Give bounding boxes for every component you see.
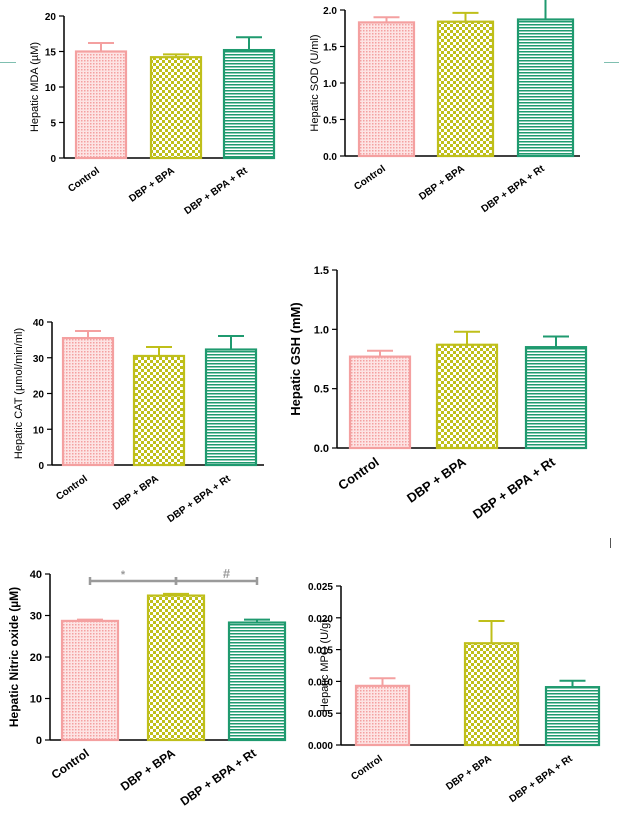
y-tick-label: 0.005 xyxy=(308,709,333,720)
chart-cat: 0 10 20 30 40 Hepatic CAT (µmol/min/ml) Contro… xyxy=(13,318,264,525)
category-label: Control xyxy=(49,746,92,782)
bar-mda-1 xyxy=(149,56,203,160)
category-label: DBP + BPA xyxy=(417,163,466,202)
decorative-line-left xyxy=(0,62,16,63)
y-tick-label: 0.010 xyxy=(308,677,333,688)
y-tick-label: 15 xyxy=(45,48,57,59)
bar-no-0 xyxy=(60,619,120,742)
bar-gsh-2 xyxy=(524,346,588,450)
y-tick-label: 20 xyxy=(30,652,42,664)
category-label: DBP + BPA + Rt xyxy=(178,746,259,809)
y-axis-label: Hepatic MPO (U/g) xyxy=(319,619,331,712)
y-tick-label: 0.0 xyxy=(323,152,337,163)
bar-no-2 xyxy=(227,621,287,742)
bar-sod-2 xyxy=(516,18,575,158)
y-tick-label: 0.020 xyxy=(308,614,333,625)
bar-sod-1 xyxy=(436,20,495,158)
category-label: DBP + BPA xyxy=(444,753,493,792)
decorative-line-right xyxy=(604,62,619,63)
category-label: DBP + BPA + Rt xyxy=(470,454,558,522)
decorative-tick-right xyxy=(610,538,611,548)
y-tick-label: 0.0 xyxy=(314,443,329,455)
y-tick-label: 20 xyxy=(33,390,45,401)
category-label: DBP + BPA xyxy=(118,746,178,794)
chart-mpo: 0.000 0.005 0.010 0.015 0.020 0.025 Hepatic MP… xyxy=(308,582,601,805)
y-tick-label: 1.0 xyxy=(323,79,337,90)
y-tick-label: 1.5 xyxy=(323,43,337,54)
y-tick-label: 20 xyxy=(45,12,57,23)
bar-gsh-0 xyxy=(348,355,412,450)
significance-label: * xyxy=(121,569,126,581)
y-tick-label: 0.5 xyxy=(323,116,337,127)
bar-gsh-1 xyxy=(435,343,499,450)
y-tick-label: 0.000 xyxy=(308,741,333,752)
y-tick-label: 0.025 xyxy=(308,582,333,593)
y-tick-label: 0 xyxy=(36,735,42,747)
category-label: Control xyxy=(335,454,381,493)
y-tick-label: 40 xyxy=(33,318,45,329)
bar-mpo-2 xyxy=(544,686,601,747)
bar-mda-2 xyxy=(222,48,276,160)
y-tick-label: 5 xyxy=(50,119,56,130)
bar-mpo-1 xyxy=(463,642,520,747)
y-axis-label: Hepatic GSH (mM) xyxy=(288,302,303,415)
y-tick-label: 30 xyxy=(30,611,42,623)
category-label: DBP + BPA xyxy=(404,454,469,506)
chart-mda: 0 5 10 15 20 Hepatic MDA (µM) Control DBP + BPA… xyxy=(29,12,276,217)
bar-cat-1 xyxy=(132,354,186,467)
bar-mpo-0 xyxy=(354,684,411,747)
category-label: DBP + BPA xyxy=(111,473,160,512)
y-axis-label: Hepatic MDA (µM) xyxy=(29,42,41,132)
y-tick-label: 40 xyxy=(30,569,42,581)
bar-sod-0 xyxy=(357,21,416,158)
y-axis-label: Hepatic Nitric oxide (µM) xyxy=(7,587,21,727)
category-label: Control xyxy=(352,163,388,193)
category-label: DBP + BPA + Rt xyxy=(166,473,234,525)
y-axis-label: Hepatic SOD (U/ml) xyxy=(309,34,321,131)
y-tick-label: 0.015 xyxy=(308,646,333,657)
category-label: Control xyxy=(66,165,102,195)
significance-label: # xyxy=(223,566,231,581)
y-tick-label: 2.0 xyxy=(323,6,337,17)
y-tick-label: 10 xyxy=(45,83,57,94)
y-tick-label: 1.0 xyxy=(314,324,329,336)
y-tick-label: 0 xyxy=(50,154,56,165)
category-label: DBP + BPA + Rt xyxy=(183,165,251,217)
category-label: DBP + BPA + Rt xyxy=(508,753,576,805)
y-tick-label: 10 xyxy=(30,694,42,706)
chart-sod: 0.0 0.5 1.0 1.5 2.0 Hepatic SOD (U/ml) Control… xyxy=(309,0,580,215)
y-tick-label: 1.5 xyxy=(314,265,329,277)
bar-mda-0 xyxy=(74,50,128,160)
y-axis-label: Hepatic CAT (µmol/min/ml) xyxy=(13,328,25,459)
y-tick-label: 30 xyxy=(33,354,45,365)
bar-cat-0 xyxy=(61,336,115,467)
bar-no-1 xyxy=(146,594,206,742)
category-label: Control xyxy=(349,753,385,783)
chart-gsh: 0.0 0.5 1.0 1.5 Hepatic GSH (mM) Control DBP +… xyxy=(288,265,588,522)
chart-no: 0 10 20 30 40 Hepatic Nitric oxide (µM) Contro… xyxy=(7,566,287,809)
y-tick-label: 0.5 xyxy=(314,384,329,396)
bar-cat-2 xyxy=(204,348,258,467)
category-label: Control xyxy=(54,473,90,503)
category-label: DBP + BPA xyxy=(127,165,176,204)
y-tick-label: 0 xyxy=(38,461,44,472)
y-tick-label: 10 xyxy=(33,425,45,436)
category-label: DBP + BPA + Rt xyxy=(480,163,548,215)
